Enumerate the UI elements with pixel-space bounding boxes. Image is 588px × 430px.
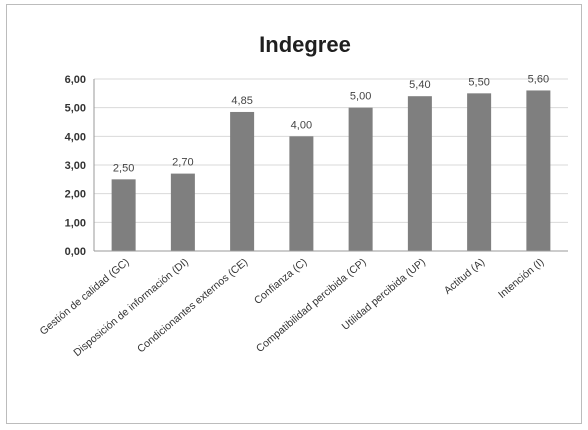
chart-title: Indegree xyxy=(259,32,351,57)
bar xyxy=(230,111,255,251)
x-tick-label: Disposición de información (DI) xyxy=(71,256,190,359)
x-axis-tick-labels: Gestión de calidad (GC)Disposición de in… xyxy=(38,256,547,359)
bar xyxy=(348,107,373,252)
bar xyxy=(289,136,314,251)
y-tick-label: 4,00 xyxy=(65,131,86,143)
bar xyxy=(111,179,136,251)
data-labels: 2,50 2,70 4,85 4,00 5,00 5,40 5,50 5,60 xyxy=(113,73,549,174)
bar xyxy=(407,96,432,251)
x-tick-label: Actitud (A) xyxy=(442,256,487,297)
data-label: 4,85 xyxy=(231,95,252,107)
data-label: 4,00 xyxy=(291,119,312,131)
bar xyxy=(526,90,551,251)
data-label: 5,60 xyxy=(528,73,549,85)
y-tick-label: 5,00 xyxy=(65,103,86,115)
x-tick-label: Confianza (C) xyxy=(252,256,309,307)
x-tick-label: Condicionantes externos (CE) xyxy=(135,256,250,355)
x-tick-label: Compatibilidad percibida (CP) xyxy=(254,256,369,355)
y-tick-label: 1,00 xyxy=(65,217,86,229)
data-label: 5,50 xyxy=(468,76,489,88)
y-tick-label: 3,00 xyxy=(65,160,86,172)
bar xyxy=(467,93,492,251)
bars xyxy=(111,90,551,252)
data-label: 2,70 xyxy=(172,157,193,169)
data-label: 5,40 xyxy=(409,79,430,91)
data-label: 5,00 xyxy=(350,91,371,103)
y-tick-label: 6,00 xyxy=(65,74,86,86)
y-tick-label: 0,00 xyxy=(65,246,86,258)
gridlines xyxy=(94,78,568,223)
bar xyxy=(170,173,195,251)
axes xyxy=(93,79,568,252)
y-axis-tick-labels: 0,00 1,00 2,00 3,00 4,00 5,00 6,00 xyxy=(65,74,86,258)
x-tick-label: Intención (I) xyxy=(496,256,546,301)
y-tick-label: 2,00 xyxy=(65,189,86,201)
data-label: 2,50 xyxy=(113,162,134,174)
